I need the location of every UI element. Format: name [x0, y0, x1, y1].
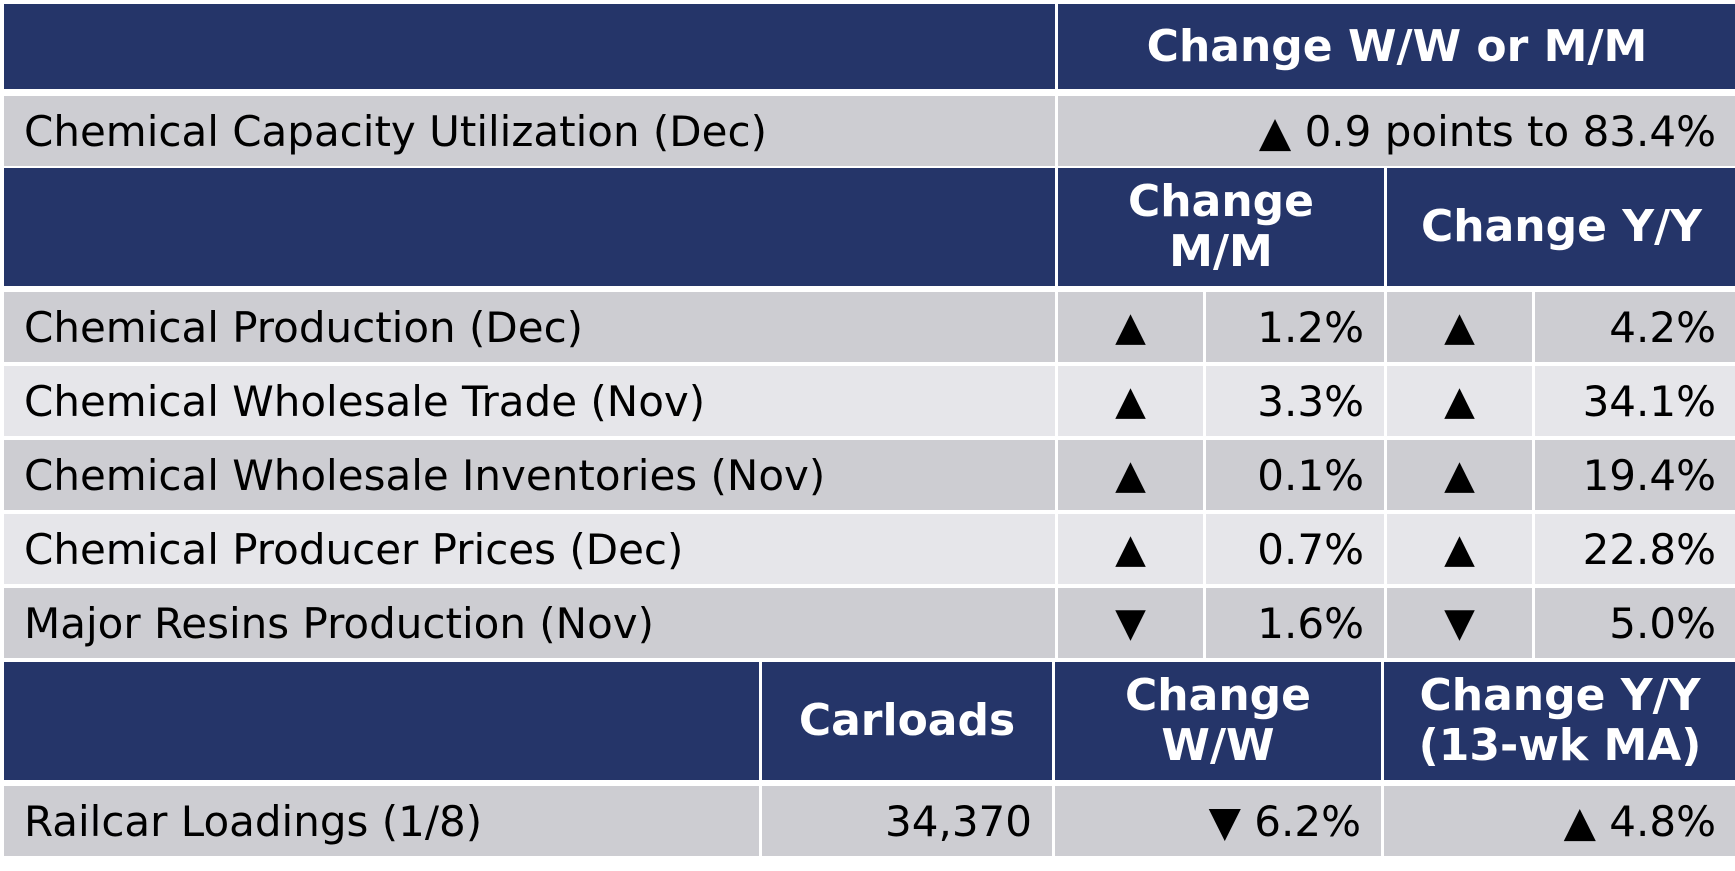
yy-direction-icon: ▲: [1387, 292, 1532, 362]
yy-direction-icon: ▲: [1387, 440, 1532, 510]
section3-col-change-ww-line2: W/W: [1161, 720, 1275, 771]
railcar-ww-value: ▼ 6.2%: [1055, 786, 1381, 856]
mm-change-value: 3.3%: [1206, 366, 1384, 436]
header-change-ww-mm: Change W/W or M/M: [1058, 4, 1735, 89]
mm-change-value: 0.1%: [1206, 440, 1384, 510]
yy-change-value: 34.1%: [1535, 366, 1735, 436]
section3-col-change-ww: Change W/W: [1055, 662, 1381, 780]
section3-col-carloads: Carloads: [762, 662, 1052, 780]
mm-change-value: 0.7%: [1206, 514, 1384, 584]
section3-col-change-yy: Change Y/Y (13-wk MA): [1384, 662, 1735, 780]
section2-header-blank: [4, 168, 1055, 286]
mm-direction-icon: ▲: [1058, 292, 1203, 362]
capacity-label: Chemical Capacity Utilization (Dec): [4, 96, 1055, 166]
yy-change-value: 22.8%: [1535, 514, 1735, 584]
section2-col-change-yy: Change Y/Y: [1387, 168, 1735, 286]
yy-change-value: 19.4%: [1535, 440, 1735, 510]
header-blank-left: [4, 4, 1055, 89]
section2-col-change-mm-line1: Change: [1128, 176, 1314, 227]
mm-change-value: 1.6%: [1206, 588, 1384, 658]
table-row-label: Major Resins Production (Nov): [4, 588, 1055, 658]
section3-col-change-ww-line1: Change: [1125, 670, 1311, 721]
table-row-label: Chemical Production (Dec): [4, 292, 1055, 362]
mm-direction-icon: ▼: [1058, 588, 1203, 658]
section3-col-change-yy-line2: (13-wk MA): [1418, 720, 1702, 771]
section2-col-change-mm-line2: M/M: [1169, 226, 1273, 277]
table-row-label: Chemical Wholesale Inventories (Nov): [4, 440, 1055, 510]
table-row-label: Chemical Wholesale Trade (Nov): [4, 366, 1055, 436]
yy-direction-icon: ▲: [1387, 514, 1532, 584]
section3-col-change-yy-line1: Change Y/Y: [1419, 670, 1701, 721]
mm-direction-icon: ▲: [1058, 366, 1203, 436]
yy-direction-icon: ▲: [1387, 366, 1532, 436]
table-row-label: Chemical Producer Prices (Dec): [4, 514, 1055, 584]
yy-change-value: 5.0%: [1535, 588, 1735, 658]
yy-direction-icon: ▼: [1387, 588, 1532, 658]
section2-col-change-mm: Change M/M: [1058, 168, 1384, 286]
yy-change-value: 4.2%: [1535, 292, 1735, 362]
railcar-yy-value: ▲ 4.8%: [1384, 786, 1735, 856]
mm-direction-icon: ▲: [1058, 440, 1203, 510]
railcar-label: Railcar Loadings (1/8): [4, 786, 759, 856]
railcar-carloads-value: 34,370: [762, 786, 1052, 856]
section3-header-blank: [4, 662, 759, 780]
capacity-value: ▲ 0.9 points to 83.4%: [1058, 96, 1735, 166]
mm-direction-icon: ▲: [1058, 514, 1203, 584]
mm-change-value: 1.2%: [1206, 292, 1384, 362]
